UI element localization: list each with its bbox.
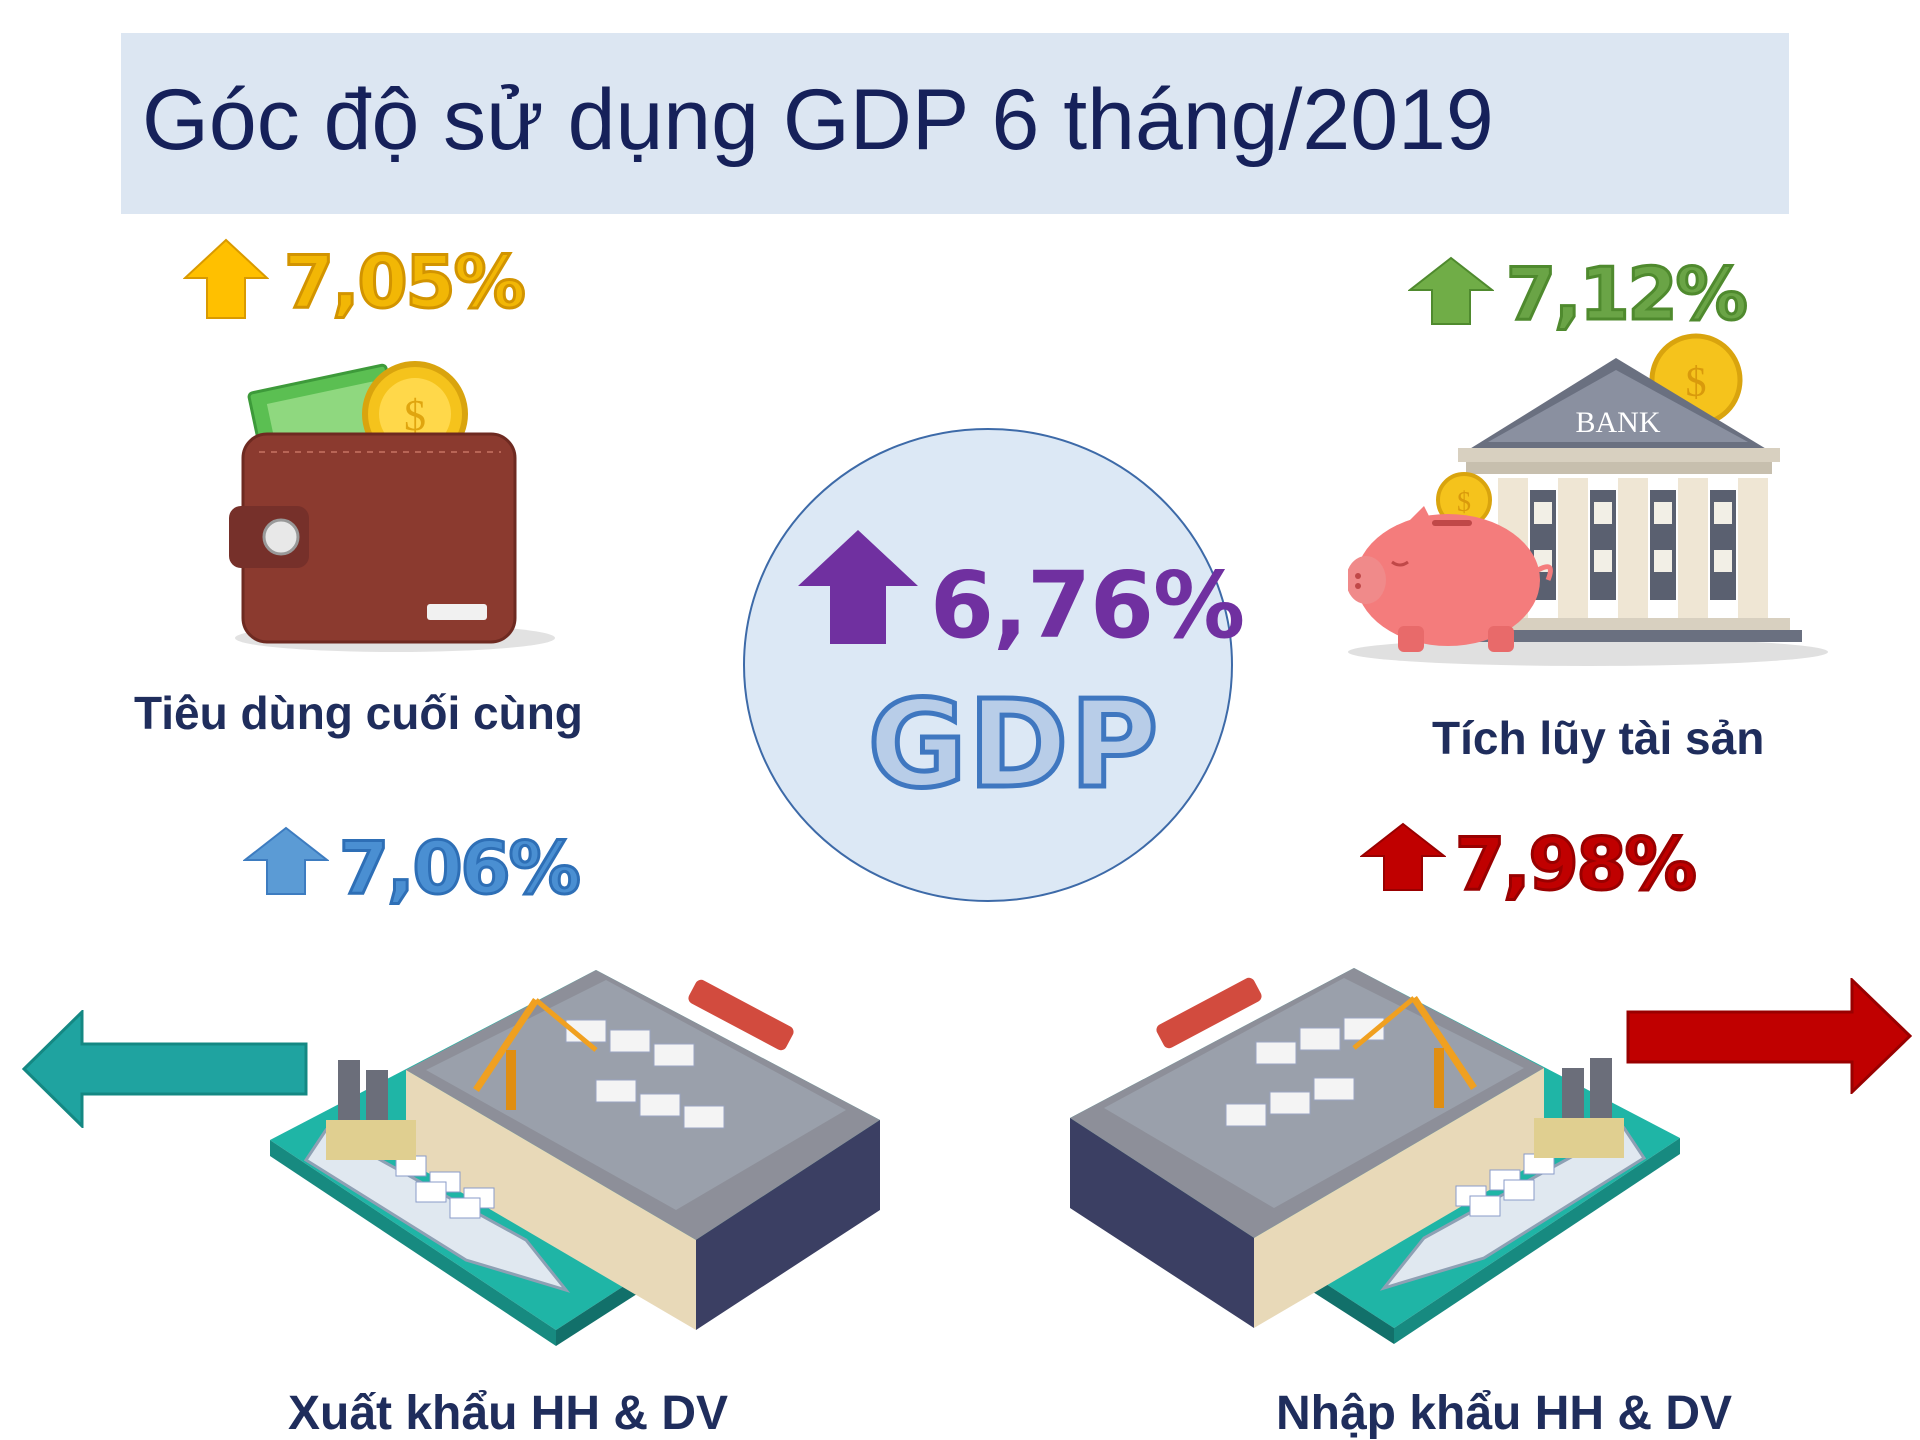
import-label: Nhập khẩu HH & DV <box>1276 1387 1733 1440</box>
gdp-circle <box>743 428 1233 902</box>
bank-icon: $ BANK $ <box>1348 333 1828 666</box>
svg-text:$: $ <box>404 391 426 440</box>
title-bar <box>121 33 1789 214</box>
svg-text:$: $ <box>1457 487 1471 518</box>
wallet-icon: $ <box>229 361 555 652</box>
right-arrow-icon <box>1626 978 1912 1094</box>
export-growth-value: 7,06% <box>338 826 583 910</box>
consumption-growth-value: 7,05% <box>283 240 528 324</box>
gdp-label: GDP <box>865 676 1161 815</box>
consumption-label: Tiêu dùng cuối cùng <box>134 687 583 739</box>
up-arrow-icon <box>1408 256 1494 325</box>
bank-sign: BANK <box>1575 406 1660 439</box>
left-arrow-icon <box>22 1010 308 1128</box>
export-label: Xuất khẩu HH & DV <box>288 1387 729 1440</box>
accumulation-growth-value: 7,12% <box>1505 252 1750 336</box>
up-arrow-icon <box>183 238 269 319</box>
page-title: Góc độ sử dụng GDP 6 tháng/2019 <box>142 72 1494 168</box>
up-arrow-icon <box>1360 822 1446 891</box>
up-arrow-icon <box>798 530 918 644</box>
import-growth-value: 7,98% <box>1454 822 1699 906</box>
up-arrow-icon <box>243 826 329 895</box>
gdp-growth-value: 6,76% <box>930 552 1245 659</box>
port-icon <box>1070 968 1680 1344</box>
port-icon <box>270 970 880 1346</box>
accumulation-label: Tích lũy tài sản <box>1432 712 1765 764</box>
svg-text:$: $ <box>1686 360 1707 406</box>
